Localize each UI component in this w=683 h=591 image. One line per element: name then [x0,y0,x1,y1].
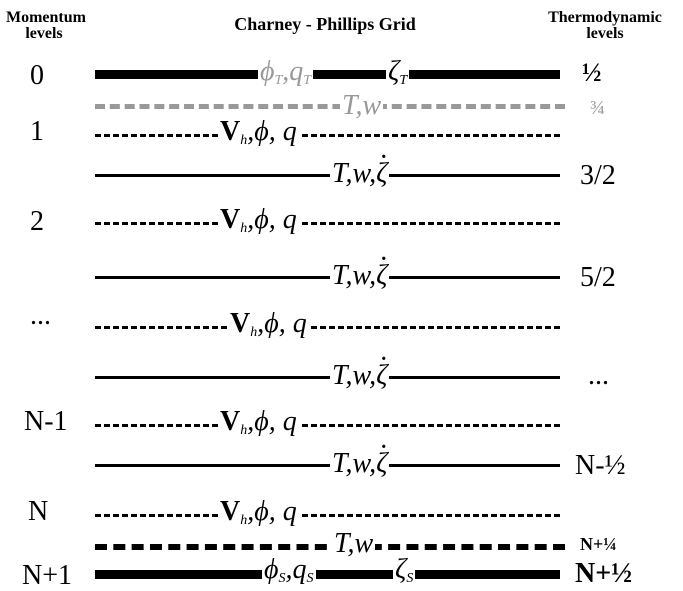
momentum-level-2: 2 [30,206,44,237]
thermo-level-three-quarters: ¾ [590,97,605,119]
thermo-level-ellipsis-line [95,376,560,379]
momentum-level-ellipsis-label: Vh,ϕ, q [228,308,309,340]
thermo-level-n-plus-quarter: N+¼ [580,534,617,554]
bottom-boundary-label-zeta: ζS [393,554,416,586]
thermo-level-3-2-label: T,w,ζ [330,144,390,188]
momentum-level-2-label: Vh,ϕ, q [218,204,299,236]
top-boundary-label-phi-q: ϕT,qT [258,56,314,88]
thermo-level-half: ½ [582,58,602,87]
level-three-quarters-line [95,104,565,109]
thermo-level-n-minus-half-line [95,464,560,467]
diagram-title: Charney - Phillips Grid [234,14,416,34]
momentum-level-n-minus-1-label: Vh,ϕ, q [218,406,299,438]
thermo-level-n-plus-quarter-line [95,544,565,550]
momentum-level-1: 1 [30,116,44,147]
thermo-header-line1: Thermodynamic [548,9,662,26]
momentum-level-0: 0 [30,60,44,91]
thermo-level-n-plus-quarter-label: T,w [332,528,376,559]
thermo-level-ellipsis: ... [588,360,609,391]
momentum-level-n-plus-1: N+1 [22,560,73,591]
momentum-level-1-label: Vh,ϕ, q [218,116,299,148]
thermo-level-5-2: 5/2 [580,262,616,293]
momentum-header-line2: levels [25,25,63,42]
thermo-level-5-2-label: T,w,ζ [330,246,390,290]
momentum-level-n: N [28,496,49,527]
level-three-quarters-label: T,w [340,90,384,121]
momentum-level-1-line [95,134,560,137]
bottom-boundary-label-phi-q: ϕS,qS [262,554,316,586]
momentum-header-line1: Momentum [6,9,86,26]
momentum-level-ellipsis-line [95,326,560,329]
momentum-level-n-minus-1-line [95,424,560,427]
momentum-level-2-line [95,222,560,225]
top-boundary-label-zeta: ζT [386,56,410,88]
thermo-level-ellipsis-label: T,w,ζ [330,346,390,390]
thermo-level-3-2: 3/2 [580,160,616,191]
top-boundary-line [95,70,560,79]
momentum-level-n-label: Vh,ϕ, q [218,496,299,528]
thermo-level-n-minus-half: N-½ [575,450,626,481]
thermodynamic-levels-header: Thermodynamic levels [535,10,675,42]
momentum-level-n-line [95,514,560,517]
momentum-levels-header: Momentum levels [6,9,86,42]
momentum-level-ellipsis: ... [30,300,51,331]
thermo-level-n-plus-half: N+½ [575,558,633,589]
thermo-level-5-2-line [95,276,560,279]
bottom-boundary-line [95,570,560,579]
momentum-level-n-minus-1: N-1 [24,406,68,437]
thermo-header-line2: levels [586,25,624,42]
thermo-level-3-2-line [95,174,560,177]
thermo-level-n-minus-half-label: T,w,ζ [330,434,390,478]
